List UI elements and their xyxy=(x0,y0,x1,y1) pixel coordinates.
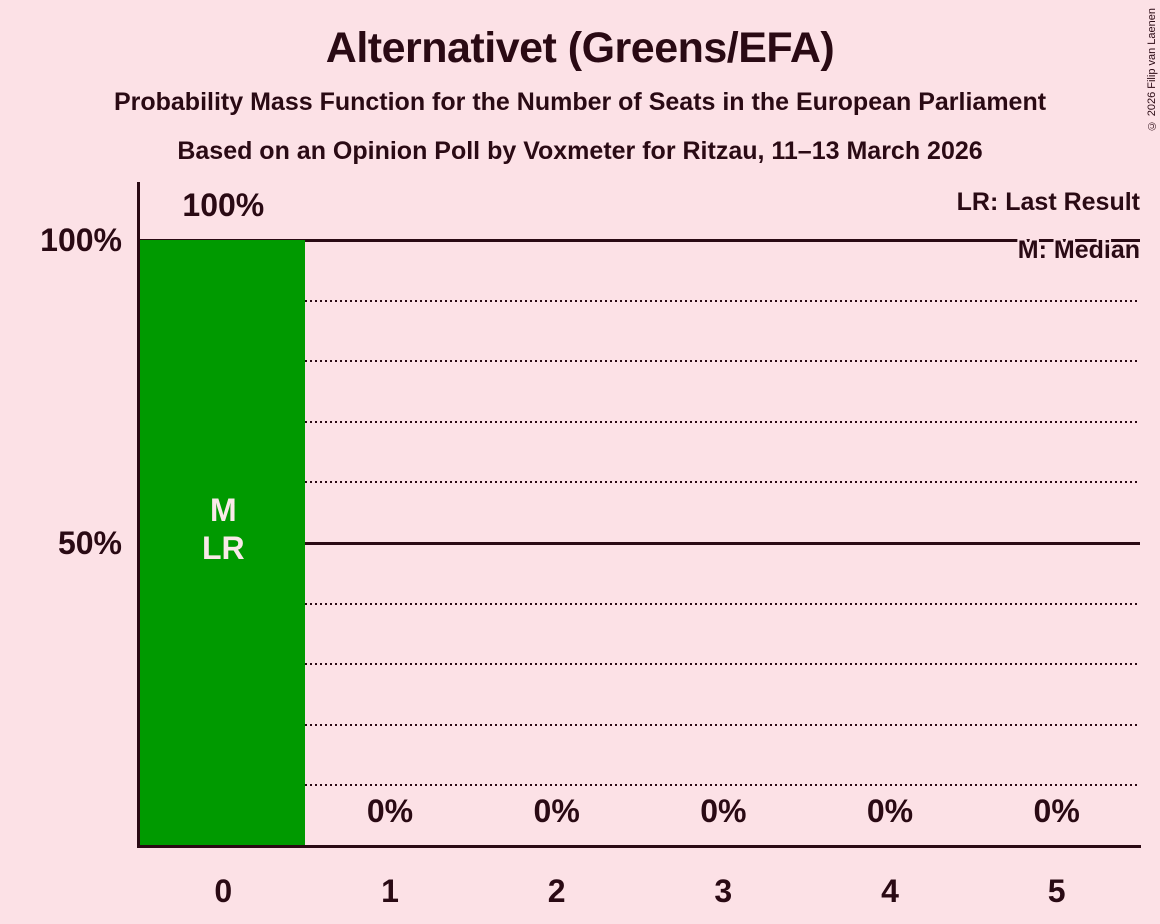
gridline-dotted-20 xyxy=(140,723,1140,726)
gridline-dotted-70 xyxy=(140,420,1140,423)
bar-annotation-0: M LR xyxy=(202,492,245,566)
copyright-notice: © 2026 Filip van Laenen xyxy=(1146,8,1158,132)
gridline-dotted-10 xyxy=(140,784,1140,787)
x-tick-label-3: 3 xyxy=(714,873,733,909)
legend-last-result: LR: Last Result xyxy=(956,188,1140,216)
bar-seats-0 xyxy=(140,240,306,846)
gridline-dotted-80 xyxy=(140,360,1140,363)
gridline-dotted-90 xyxy=(140,299,1140,302)
x-tick-label-0: 0 xyxy=(214,873,233,909)
gridline-dotted-60 xyxy=(140,481,1140,484)
x-tick-label-5: 5 xyxy=(1047,873,1066,909)
bar-value-label-0: 100% xyxy=(182,187,265,223)
chart-title: Alternativet (Greens/EFA) xyxy=(325,24,835,72)
gridline-solid-100 xyxy=(140,239,1140,242)
chart-subtitle-source: Based on an Opinion Poll by Voxmeter for… xyxy=(177,137,983,165)
legend-median: M: Median xyxy=(1017,236,1140,264)
bar-value-label-1: 0% xyxy=(366,793,414,829)
gridline-dotted-30 xyxy=(140,663,1140,666)
x-tick-label-2: 2 xyxy=(547,873,566,909)
x-tick-label-4: 4 xyxy=(881,873,899,909)
bar-value-label-5: 0% xyxy=(1033,793,1080,829)
y-axis-label-50: 50% xyxy=(57,525,122,561)
y-axis-label-100: 100% xyxy=(40,222,122,258)
gridline-dotted-40 xyxy=(140,602,1140,605)
bar-value-label-3: 0% xyxy=(700,793,747,829)
bar-value-label-4: 0% xyxy=(866,793,914,829)
x-axis-line xyxy=(137,845,1141,848)
bar-value-label-2: 0% xyxy=(533,793,580,829)
x-tick-label-1: 1 xyxy=(381,873,399,909)
chart-subtitle-description: Probability Mass Function for the Number… xyxy=(113,88,1047,116)
y-axis-line xyxy=(137,182,140,848)
gridline-solid-50 xyxy=(140,542,1140,545)
